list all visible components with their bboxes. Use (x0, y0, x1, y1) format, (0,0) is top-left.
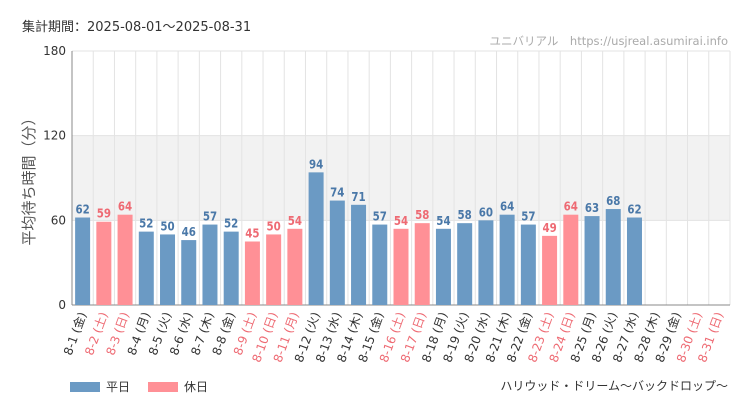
bar-value-label: 68 (606, 193, 620, 208)
bar-value-label: 46 (182, 224, 196, 239)
bar-8-22 (520, 224, 536, 305)
bar-8-8 (223, 231, 239, 305)
bar-8-17 (414, 223, 430, 305)
y-axis-title: 平均待ち時間（分） (20, 110, 38, 245)
bar-value-label: 71 (351, 189, 365, 204)
legend-swatch-weekday (70, 381, 100, 392)
bar-value-label: 62 (627, 201, 641, 216)
bar-8-2 (96, 221, 112, 305)
bar-value-label: 52 (139, 216, 153, 231)
legend-item-weekday[interactable]: 平日 (70, 378, 130, 395)
bar-value-label: 62 (75, 201, 89, 216)
bar-8-21 (499, 214, 515, 305)
bar-8-1 (75, 217, 91, 305)
bar-value-label: 74 (330, 185, 344, 200)
bar-value-label: 54 (288, 213, 302, 228)
bar-8-7 (202, 224, 218, 305)
bar-value-label: 49 (542, 220, 556, 235)
legend-label-weekday: 平日 (106, 380, 131, 394)
bar-8-13 (329, 200, 345, 305)
legend-label-holiday: 休日 (184, 380, 209, 394)
site-watermark: ユニバリアル https://usjreal.asumirai.info (489, 34, 728, 48)
bar-8-3 (117, 214, 133, 305)
attraction-name: ハリウッド・ドリーム〜バックドロップ〜 (500, 379, 728, 393)
y-tick-label: 60 (51, 213, 66, 227)
bar-value-label: 64 (118, 199, 132, 214)
bar-8-27 (626, 217, 642, 305)
bar-value-label: 50 (160, 218, 174, 233)
bar-8-18 (435, 228, 451, 305)
bar-8-25 (584, 216, 600, 305)
bar-value-label: 54 (394, 213, 408, 228)
bar-8-20 (478, 220, 494, 305)
bar-8-23 (542, 235, 558, 305)
bar-8-14 (351, 204, 367, 305)
bar-8-11 (287, 228, 303, 305)
y-tick-label: 180 (43, 44, 66, 58)
bar-value-label: 58 (458, 207, 472, 222)
bar-value-label: 50 (267, 218, 281, 233)
bar-value-label: 64 (500, 199, 514, 214)
bar-8-10 (266, 234, 282, 305)
y-band (72, 135, 730, 221)
bar-value-label: 64 (564, 199, 578, 214)
y-tick-label: 0 (58, 298, 66, 312)
bar-value-label: 59 (97, 206, 111, 221)
bar-8-4 (138, 231, 154, 305)
bar-value-label: 60 (479, 204, 493, 219)
bar-value-label: 58 (415, 207, 429, 222)
bar-8-19 (457, 223, 473, 305)
bar-8-5 (160, 234, 176, 305)
bar-8-16 (393, 228, 409, 305)
bar-value-label: 57 (521, 209, 535, 224)
collection-period: 集計期間：2025-08-01〜2025-08-31 (22, 20, 252, 35)
legend-item-holiday[interactable]: 休日 (148, 378, 208, 395)
bar-8-6 (181, 240, 197, 305)
bar-8-9 (244, 241, 260, 305)
bar-value-label: 94 (309, 156, 323, 171)
bar-value-label: 63 (585, 200, 599, 215)
bar-8-15 (372, 224, 388, 305)
bar-value-label: 54 (436, 213, 450, 228)
y-tick-label: 120 (43, 129, 66, 143)
chart-legend: 平日 休日 (70, 378, 208, 395)
bar-value-label: 45 (245, 225, 259, 240)
bar-value-label: 57 (373, 209, 387, 224)
bar-value-label: 57 (203, 209, 217, 224)
bar-value-label: 52 (224, 216, 238, 231)
bar-8-12 (308, 172, 324, 305)
bar-8-26 (605, 209, 621, 305)
legend-swatch-holiday (148, 381, 179, 392)
bar-8-24 (563, 214, 579, 305)
